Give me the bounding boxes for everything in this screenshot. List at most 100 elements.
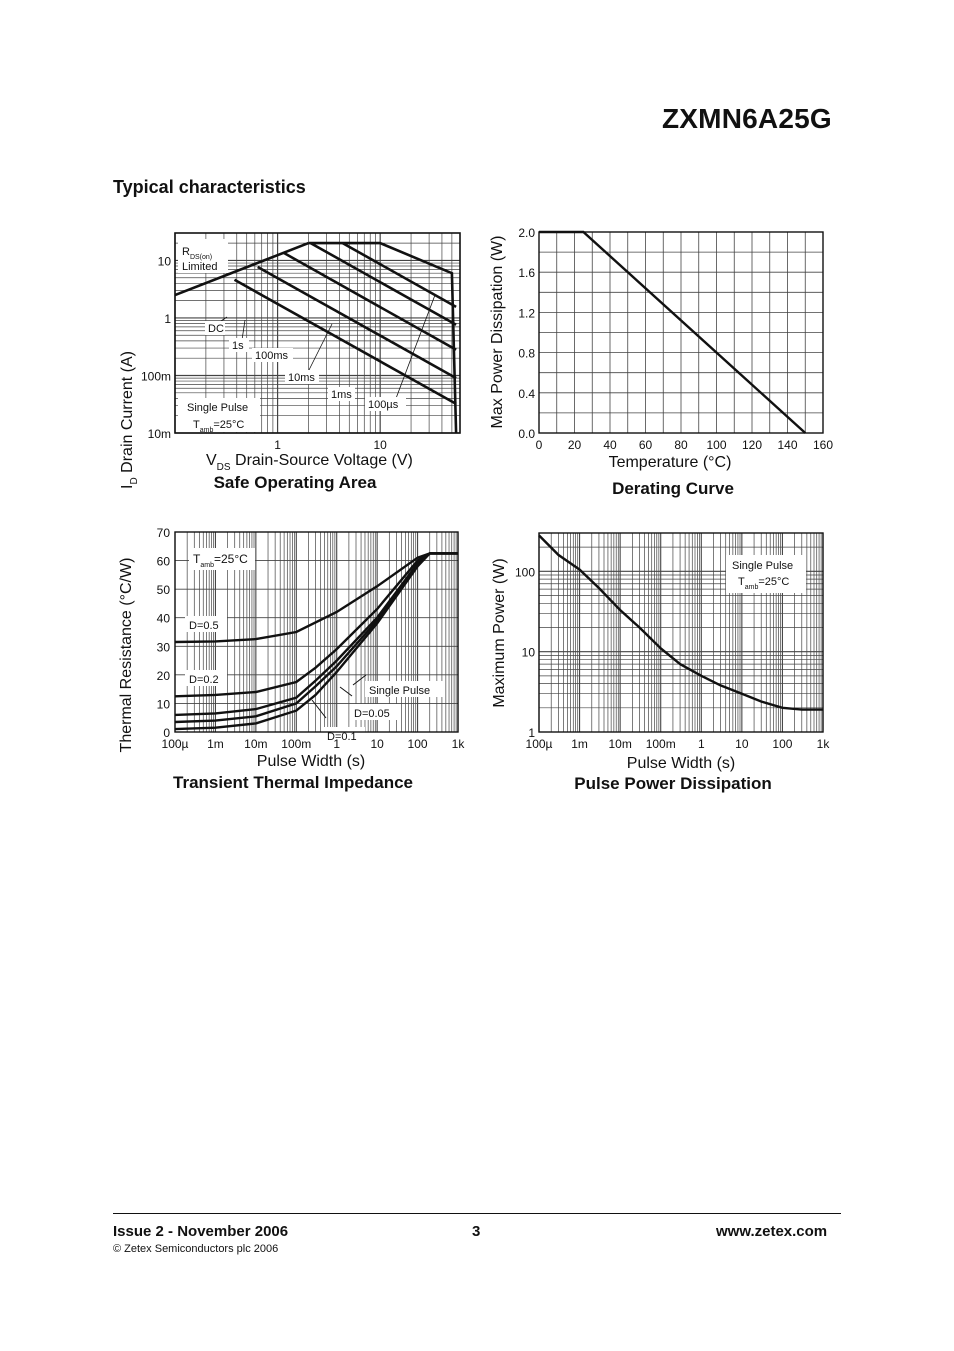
soa-curve-label-0: DC bbox=[208, 323, 224, 335]
soa-line-100-s bbox=[308, 241, 458, 434]
soa-curve-label-3: 10ms bbox=[288, 372, 315, 384]
derating-curve-chart: 2.0 1.6 1.2 0.8 0.4 0.00 20 40 60 80 100 120 140 160 T… bbox=[489, 226, 833, 471]
soa-rds-label: RDS(on) bbox=[182, 246, 212, 261]
soa-tamb-label-main: T bbox=[193, 419, 200, 431]
transient-chart-title: Transient Thermal Impedance bbox=[173, 773, 413, 792]
ppd-x-tick: 100m bbox=[646, 737, 676, 751]
soa-line-rds-on-limited bbox=[174, 241, 309, 297]
tti-y-tick: 50 bbox=[157, 583, 171, 597]
der-plot-frame bbox=[538, 231, 824, 434]
tti-x-tick: 1m bbox=[207, 737, 224, 751]
der-x-tick: 140 bbox=[777, 438, 797, 452]
soa-line-10ms bbox=[309, 241, 457, 326]
tti-x-tick: 1k bbox=[452, 737, 466, 751]
soa-label-bg bbox=[252, 348, 293, 362]
soa-label-bg bbox=[285, 370, 319, 384]
soa-limited-label: Limited bbox=[182, 261, 217, 273]
soa-ylabel-main: I bbox=[119, 485, 136, 489]
tti-y-tick: 0 bbox=[163, 726, 170, 740]
der-y-tick: 0.0 bbox=[518, 427, 535, 441]
tti-y-axis-label: Thermal Resistance (°C/W) bbox=[118, 558, 135, 753]
soa-tick-labels: 10 1 100m 10m 1 10 bbox=[141, 254, 387, 452]
soa-x-tick: 10 bbox=[373, 438, 387, 452]
tti-single-box bbox=[365, 681, 443, 697]
tti-tamb-label-rest: =25°C bbox=[214, 552, 248, 566]
soa-curve-label-5: 100µs bbox=[368, 399, 399, 411]
ppd-x-tick: 100 bbox=[772, 737, 792, 751]
soa-label-bg bbox=[229, 338, 249, 352]
ppd-y-axis-label: Maximum Power (W) bbox=[491, 558, 508, 707]
soa-x-axis-label: VDS Drain-Source Voltage (V) bbox=[206, 452, 413, 473]
der-x-tick: 80 bbox=[674, 438, 688, 452]
der-y-tick: 2.0 bbox=[518, 226, 535, 240]
der-x-tick: 160 bbox=[813, 438, 833, 452]
der-y-axis-label: Max Power Dissipation (W) bbox=[489, 236, 506, 429]
tti-tamb-label: Tamb=25°C bbox=[193, 552, 248, 569]
footer-rule bbox=[113, 1213, 841, 1214]
tti-plot-frame bbox=[174, 531, 459, 733]
derating-chart-title: Derating Curve bbox=[612, 479, 734, 498]
ppd-x-tick: 100µ bbox=[526, 737, 553, 751]
soa-y-tick: 100m bbox=[141, 369, 171, 383]
ppd-tamb-label-rest: =25°C bbox=[758, 576, 789, 588]
tti-y-tick: 20 bbox=[157, 669, 171, 683]
tti-leader-d01 bbox=[311, 699, 327, 719]
ppd-x-tick: 1m bbox=[571, 737, 588, 751]
tti-curve-label-1: D=0.2 bbox=[189, 674, 219, 686]
ppd-x-tick: 1k bbox=[817, 737, 831, 751]
der-y-tick: 1.2 bbox=[518, 306, 535, 320]
tti-tamb-box bbox=[189, 548, 255, 570]
soa-tamb-label: Tamb=25°C bbox=[193, 419, 244, 434]
ppd-y-tick: 1 bbox=[528, 726, 535, 740]
soa-leader-line bbox=[394, 294, 436, 402]
tti-curve-label-0: D=0.5 bbox=[189, 620, 219, 632]
tti-x-tick: 10 bbox=[370, 737, 384, 751]
section-title: Typical characteristics bbox=[113, 177, 306, 197]
tti-x-tick: 100µ bbox=[162, 737, 189, 751]
ppd-x-axis-label: Pulse Width (s) bbox=[627, 755, 735, 772]
tti-y-tick: 70 bbox=[157, 526, 171, 540]
soa-line-1ms bbox=[341, 241, 457, 309]
ppd-tamb-label-main: T bbox=[738, 576, 745, 588]
tti-y-tick: 40 bbox=[157, 612, 171, 626]
tti-curve-label-4: D=0.1 bbox=[327, 731, 357, 743]
ppd-tamb-label-sub: amb bbox=[745, 584, 759, 591]
soa-labels: DC 1s 100ms 10ms 1ms 100µs RDS(on)Limited Singl… bbox=[182, 246, 406, 434]
tti-curve-label-2: Single Pulse bbox=[369, 685, 430, 697]
der-line bbox=[539, 230, 807, 434]
soa-line-dc bbox=[233, 278, 457, 406]
soa-y-tick: 10m bbox=[148, 427, 171, 441]
tti-leader-d005 bbox=[339, 686, 353, 697]
soa-y-axis-label: ID Drain Current (A) bbox=[119, 351, 140, 489]
ppd-y-tick: 100 bbox=[515, 565, 535, 579]
tti-d01-box bbox=[323, 727, 365, 743]
soa-ylabel-rest: Drain Current (A) bbox=[119, 351, 136, 477]
soa-y-tick: 1 bbox=[164, 312, 171, 326]
tti-d02-box bbox=[185, 670, 227, 686]
tti-y-tick: 10 bbox=[157, 697, 171, 711]
safe-operating-area-chart: DC 1s 100ms 10ms 1ms 100µs RDS(on)Limited Singl… bbox=[119, 232, 461, 489]
soa-single-pulse-label: Single Pulse bbox=[187, 402, 248, 414]
soa-leader-line bbox=[307, 323, 333, 373]
der-x-tick: 100 bbox=[706, 438, 726, 452]
pulse-power-chart-title: Pulse Power Dissipation bbox=[574, 774, 772, 793]
soa-line-1s bbox=[257, 265, 457, 380]
soa-curve-label-1: 1s bbox=[232, 340, 244, 352]
der-x-axis-label: Temperature (°C) bbox=[609, 454, 732, 471]
der-y-tick: 0.4 bbox=[518, 387, 535, 401]
soa-tamb-label-sub: amb bbox=[200, 427, 214, 434]
ppd-line bbox=[538, 534, 823, 711]
tti-x-tick: 100 bbox=[408, 737, 428, 751]
footer-website[interactable]: www.zetex.com bbox=[716, 1223, 828, 1240]
soa-leader-line bbox=[241, 319, 246, 341]
tti-y-tick: 30 bbox=[157, 640, 171, 654]
footer-copyright: © Zetex Semiconductors plc 2006 bbox=[113, 1243, 279, 1255]
tti-x-tick: 100m bbox=[281, 737, 311, 751]
der-y-tick: 0.8 bbox=[518, 347, 535, 361]
der-x-tick: 60 bbox=[639, 438, 653, 452]
tti-x-tick: 10m bbox=[244, 737, 267, 751]
tti-x-tick: 1 bbox=[333, 737, 340, 751]
tti-x-axis-label: Pulse Width (s) bbox=[257, 753, 365, 770]
